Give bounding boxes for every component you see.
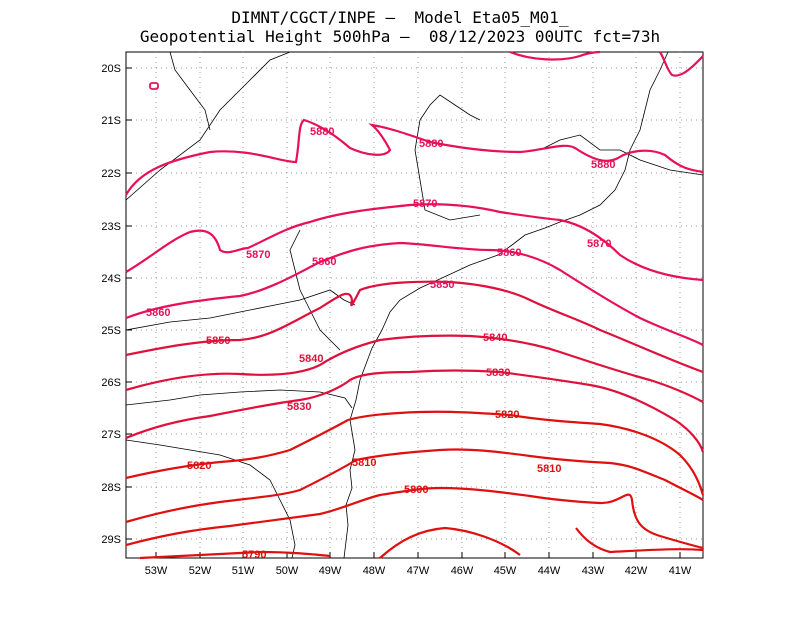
chart-title-line2: Geopotential Height 500hPa – 08/12/2023 … — [139, 27, 661, 46]
contour-label: 5880 — [310, 126, 334, 138]
lon-label: 49W — [319, 565, 342, 577]
longitude-labels: 53W 52W 51W 50W 49W 48W 47W 46W 45W 44W … — [145, 565, 692, 577]
lat-label: 25S — [101, 325, 121, 337]
contour-label: 5800 — [404, 484, 428, 496]
grid-lines — [126, 52, 703, 558]
contour-label: 5860 — [312, 256, 336, 268]
contour-label: 5810 — [537, 463, 561, 475]
coastline-borders — [125, 51, 704, 559]
lon-label: 48W — [363, 565, 386, 577]
lon-label: 52W — [189, 565, 212, 577]
contour-label: 5880 — [591, 159, 615, 171]
lon-label: 43W — [582, 565, 605, 577]
contour-label: 5840 — [299, 353, 323, 365]
chart-title-line1: DIMNT/CGCT/INPE – Model Eta05_M01_ — [231, 8, 569, 27]
lon-label: 46W — [451, 565, 474, 577]
contour-label: 5790 — [242, 549, 266, 561]
lat-label: 26S — [101, 377, 121, 389]
lat-label: 23S — [101, 221, 121, 233]
lat-label: 27S — [101, 429, 121, 441]
lon-label: 44W — [538, 565, 561, 577]
lat-label: 29S — [101, 534, 121, 546]
contours — [125, 50, 705, 560]
contour-label: 5870 — [413, 198, 437, 210]
contour-label: 5850 — [206, 335, 230, 347]
lon-label: 50W — [276, 565, 299, 577]
lat-label: 20S — [101, 63, 121, 75]
lon-label: 53W — [145, 565, 168, 577]
lon-label: 47W — [407, 565, 430, 577]
map-frame — [125, 51, 704, 559]
lat-label: 28S — [101, 482, 121, 494]
lat-label: 24S — [101, 273, 121, 285]
lon-label: 42W — [625, 565, 648, 577]
latitude-labels: 20S 21S 22S 23S 24S 25S 26S 27S 28S 29S — [101, 63, 121, 546]
contour-label: 5830 — [486, 367, 510, 379]
contour-label: 5830 — [287, 401, 311, 413]
contour-label: 5870 — [246, 249, 270, 261]
contour-label: 5820 — [187, 460, 211, 472]
contour-label: 5810 — [352, 457, 376, 469]
contour-label: 5860 — [497, 247, 521, 259]
contour-label: 5840 — [483, 332, 507, 344]
contour-labels: 5880 5880 5880 5870 5870 5870 5860 5860 … — [146, 126, 615, 561]
contour-label: 5820 — [495, 409, 519, 421]
lon-label: 45W — [494, 565, 517, 577]
lat-label: 21S — [101, 115, 121, 127]
contour-label: 5870 — [587, 238, 611, 250]
contour-label: 5850 — [430, 279, 454, 291]
tick-marks — [126, 67, 681, 558]
lat-label: 22S — [101, 168, 121, 180]
contour-label: 5860 — [146, 307, 170, 319]
lon-label: 41W — [669, 565, 692, 577]
lon-label: 51W — [232, 565, 255, 577]
contour-label: 5880 — [419, 138, 443, 150]
